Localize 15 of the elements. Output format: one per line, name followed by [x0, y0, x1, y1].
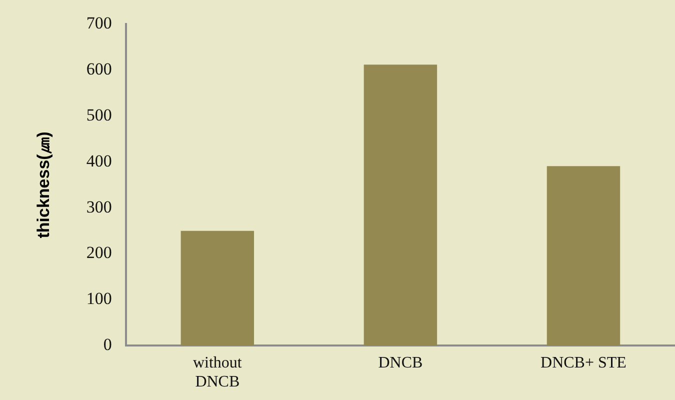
y-tick-label: 0 [103, 335, 112, 354]
x-tick-label: DNCB+ STE [540, 354, 626, 372]
bar [364, 64, 438, 346]
y-tick-label: 300 [86, 197, 112, 216]
x-tick-label: without DNCB [192, 354, 242, 391]
bar [546, 166, 620, 346]
y-tick-label: 100 [86, 289, 112, 308]
bar [180, 230, 254, 346]
y-tick-label: 500 [86, 105, 112, 124]
y-axis-title: thickness(㎛) [34, 132, 53, 238]
y-tick-label: 400 [86, 151, 112, 170]
y-tick-label: 600 [86, 60, 112, 79]
x-tick-label: DNCB [378, 354, 423, 372]
y-tick-label: 700 [86, 14, 112, 33]
y-tick-label: 200 [86, 243, 112, 262]
